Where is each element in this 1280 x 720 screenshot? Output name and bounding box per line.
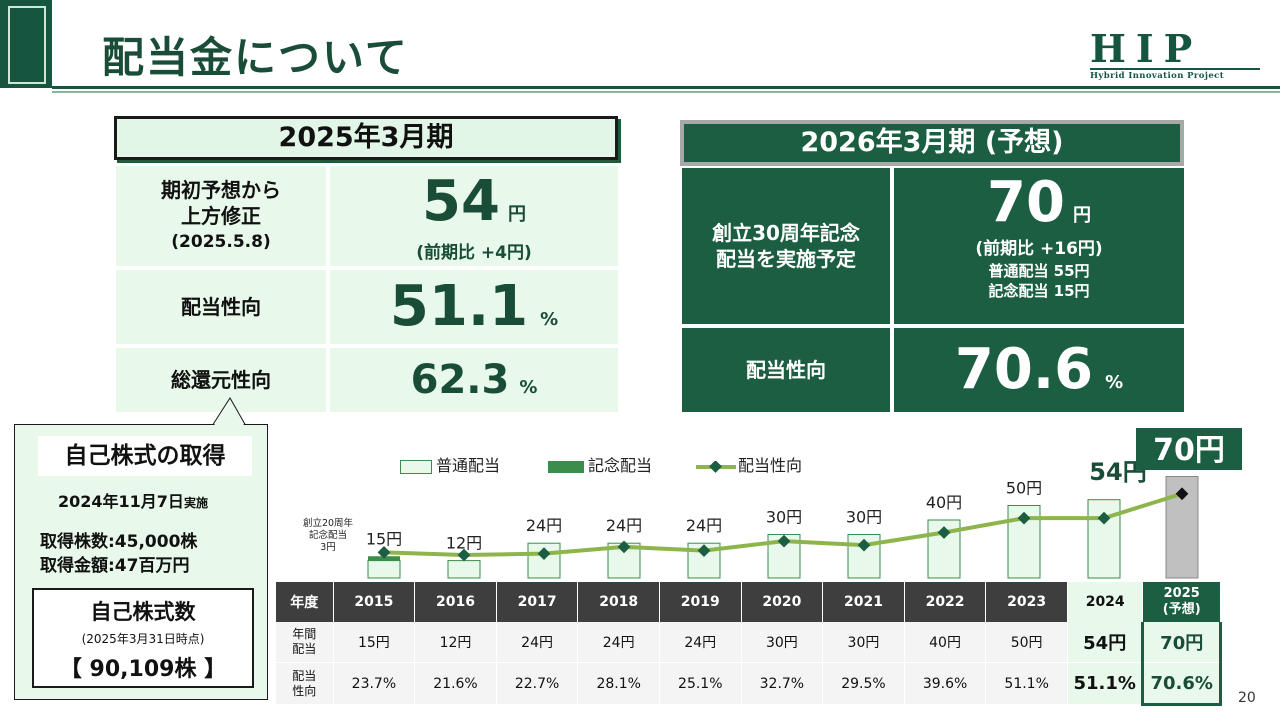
table-year: 2020 (741, 582, 824, 622)
regular-dividend-bar (367, 560, 401, 579)
fy2026-commemorative: 記念配当 15円 (988, 282, 1090, 300)
fy2025-total-return-cell: 62.3% (330, 348, 618, 412)
holding-title: 自己株式数 (90, 600, 196, 624)
table-header-year: 年度 (276, 582, 334, 622)
page-title: 配当金について (102, 33, 409, 82)
bar-value-label: 24円 (526, 516, 562, 535)
total-return-label: 総還元性向 (116, 348, 326, 412)
table-year: 2018 (577, 582, 660, 622)
holding-asof: (2025年3月31日時点) (81, 632, 205, 646)
header-divider (52, 86, 1280, 89)
bar-value-label: 70円 (1153, 433, 1225, 468)
fy2026-payout-cell: 70.6% (894, 328, 1184, 412)
anniversary-label: 創立30周年記念 配当を実施予定 (682, 168, 890, 324)
legend-commemorative: 記念配当 (548, 452, 652, 476)
bar-value-label: 12円 (446, 534, 482, 553)
bar-value-label: 24円 (606, 516, 642, 535)
fy2025-dividend-cell: 54 円 (前期比 +4円) (330, 166, 618, 266)
bar-value-label: 50円 (1006, 479, 1042, 498)
table-cell: 15円 (333, 622, 416, 663)
treasury-date: 2024年11月7日実施 (58, 492, 208, 511)
holding-value: 【 90,109株 】 (59, 657, 227, 682)
legend-payout: 配当性向 (696, 452, 802, 476)
bar-value-label: 30円 (766, 508, 802, 527)
fy2026-regular: 普通配当 55円 (988, 262, 1090, 280)
table-row-dividend: 年間 配当 15円 12円 24円 24円 24円 30円 30円 40円 50円… (276, 622, 1222, 663)
table-row-payout: 配当 性向 23.7% 21.6% 22.7% 28.1% 25.1% 32.7%… (276, 662, 1222, 706)
hip-logo: HIP Hybrid Innovation Project (1090, 30, 1260, 81)
fy2025-total-return-value: 62.3 (410, 357, 510, 403)
table-cell: 24円 (496, 622, 579, 663)
bar-value-label: 30円 (846, 508, 882, 527)
treasury-holding-box: 自己株式数 (2025年3月31日時点) 【 90,109株 】 (32, 588, 254, 688)
table-year-2024: 2024 (1067, 582, 1144, 622)
table-header-row: 年度 2015 2016 2017 2018 2019 2020 2021 20… (276, 582, 1221, 622)
table-cell: 39.6% (904, 662, 987, 705)
forecast-label-bg (1136, 428, 1242, 470)
table-cell: 30円 (822, 622, 905, 663)
table-cell: 24円 (659, 622, 742, 663)
table-cell: 12円 (414, 622, 497, 663)
table-cell-2025: 70円 (1141, 622, 1222, 663)
fy2025-dividend-note: (前期比 +4円) (416, 243, 532, 263)
table-year: 2022 (904, 582, 987, 622)
table-year: 2016 (414, 582, 497, 622)
table-cell-2025: 70.6% (1141, 662, 1222, 706)
table-cell: 24円 (577, 622, 660, 663)
table-cell: 29.5% (822, 662, 905, 705)
table-cell: 50円 (985, 622, 1068, 663)
fy2025-payout-cell: 51.1% (330, 270, 618, 344)
header-accent-bar (0, 0, 52, 88)
fy2026-payout-label: 配当性向 (682, 328, 890, 412)
table-year: 2017 (496, 582, 579, 622)
table-cell-2024: 51.1% (1067, 662, 1144, 705)
table-year: 2021 (822, 582, 905, 622)
table-row-header: 配当 性向 (276, 662, 334, 705)
page-number: 20 (1238, 690, 1256, 706)
table-cell: 51.1% (985, 662, 1068, 705)
table-cell: 25.1% (659, 662, 742, 705)
table-row-header: 年間 配当 (276, 622, 334, 663)
table-cell: 21.6% (414, 662, 497, 705)
fy2025-dividend-value: 54 (422, 169, 500, 234)
table-cell: 30円 (741, 622, 824, 663)
revision-label: 期初予想から 上方修正 (2025.5.8) (116, 166, 326, 266)
fy2025-payout-value: 51.1 (389, 274, 529, 339)
fy2025-heading: 2025年3月期 (114, 116, 618, 160)
treasury-title: 自己株式の取得 (38, 436, 252, 476)
bar-value-label: 15円 (366, 529, 402, 548)
table-year: 2019 (659, 582, 742, 622)
fy2026-heading: 2026年3月期 (予想) (680, 120, 1184, 166)
treasury-details: 取得株数:45,000株 取得金額:47百万円 (40, 530, 197, 578)
treasury-amount: 取得金額:47百万円 (40, 556, 190, 576)
treasury-shares: 取得株数:45,000株 (40, 532, 198, 552)
regular-dividend-bar (1087, 499, 1121, 579)
fy2026-dividend-cell: 70 円 (前期比 +16円) 普通配当 55円 記念配当 15円 (894, 168, 1184, 324)
fy2026-dividend-value: 70 (987, 170, 1065, 235)
fy2026-note: (前期比 +16円) (975, 239, 1103, 259)
payout-label: 配当性向 (116, 270, 326, 344)
bar-value-label: 40円 (926, 493, 962, 512)
header-divider-thin (52, 91, 1280, 93)
table-cell: 28.1% (577, 662, 660, 705)
table-cell: 32.7% (741, 662, 824, 705)
dividend-table: 年度 2015 2016 2017 2018 2019 2020 2021 20… (276, 582, 1222, 706)
table-cell: 23.7% (333, 662, 416, 705)
bar-value-label: 24円 (686, 516, 722, 535)
fy2026-payout-value: 70.6 (954, 337, 1094, 402)
chart-annotation: 創立20周年 記念配当 3円 (302, 518, 354, 553)
regular-dividend-bar (447, 560, 481, 579)
callout-pointer-fill (213, 400, 245, 427)
table-year: 2023 (985, 582, 1068, 622)
table-cell: 40円 (904, 622, 987, 663)
table-year-2025: 2025 (予想) (1142, 582, 1221, 622)
table-cell-2024: 54円 (1067, 622, 1144, 663)
legend-regular: 普通配当 (400, 452, 500, 476)
table-cell: 22.7% (496, 662, 579, 705)
table-year: 2015 (333, 582, 416, 622)
